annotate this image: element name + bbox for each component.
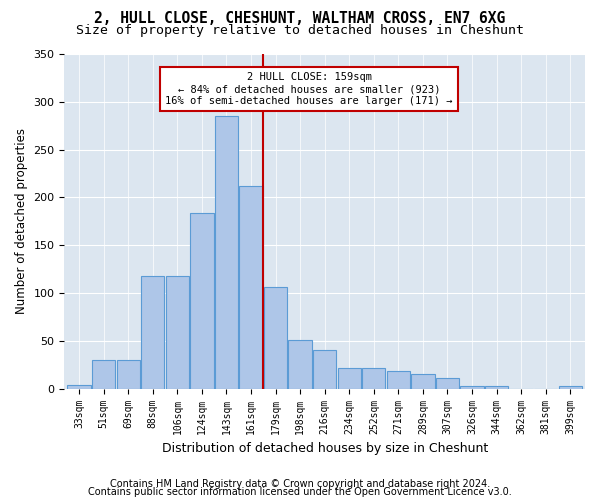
Bar bbox=[387, 372, 410, 388]
Text: 2, HULL CLOSE, CHESHUNT, WALTHAM CROSS, EN7 6XG: 2, HULL CLOSE, CHESHUNT, WALTHAM CROSS, … bbox=[94, 11, 506, 26]
Bar bbox=[215, 116, 238, 388]
Bar bbox=[67, 385, 91, 388]
Bar bbox=[289, 340, 312, 388]
Bar bbox=[485, 386, 508, 388]
Bar bbox=[264, 288, 287, 388]
Bar bbox=[460, 386, 484, 388]
Bar bbox=[190, 212, 214, 388]
Bar bbox=[559, 386, 582, 388]
Bar bbox=[362, 368, 385, 388]
Bar bbox=[166, 276, 189, 388]
X-axis label: Distribution of detached houses by size in Cheshunt: Distribution of detached houses by size … bbox=[161, 442, 488, 455]
Bar bbox=[411, 374, 434, 388]
Text: Size of property relative to detached houses in Cheshunt: Size of property relative to detached ho… bbox=[76, 24, 524, 37]
Text: Contains HM Land Registry data © Crown copyright and database right 2024.: Contains HM Land Registry data © Crown c… bbox=[110, 479, 490, 489]
Bar bbox=[436, 378, 459, 388]
Text: Contains public sector information licensed under the Open Government Licence v3: Contains public sector information licen… bbox=[88, 487, 512, 497]
Bar bbox=[92, 360, 115, 388]
Bar bbox=[116, 360, 140, 388]
Y-axis label: Number of detached properties: Number of detached properties bbox=[15, 128, 28, 314]
Bar bbox=[141, 276, 164, 388]
Text: 2 HULL CLOSE: 159sqm
← 84% of detached houses are smaller (923)
16% of semi-deta: 2 HULL CLOSE: 159sqm ← 84% of detached h… bbox=[166, 72, 453, 106]
Bar bbox=[239, 186, 263, 388]
Bar bbox=[338, 368, 361, 388]
Bar bbox=[313, 350, 337, 389]
